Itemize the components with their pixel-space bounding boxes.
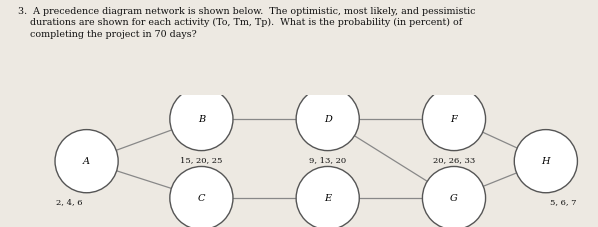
Text: A: A bbox=[83, 157, 90, 166]
Text: 5, 6, 7: 5, 6, 7 bbox=[550, 198, 576, 206]
Text: 2, 4, 6: 2, 4, 6 bbox=[56, 198, 83, 206]
Ellipse shape bbox=[422, 166, 486, 227]
Ellipse shape bbox=[170, 87, 233, 151]
Text: H: H bbox=[542, 157, 550, 166]
Ellipse shape bbox=[422, 87, 486, 151]
Text: B: B bbox=[198, 115, 205, 123]
Text: F: F bbox=[451, 115, 457, 123]
Text: C: C bbox=[198, 194, 205, 202]
Ellipse shape bbox=[296, 87, 359, 151]
Ellipse shape bbox=[170, 166, 233, 227]
Text: 15, 20, 25: 15, 20, 25 bbox=[180, 156, 222, 164]
Ellipse shape bbox=[55, 130, 118, 193]
Ellipse shape bbox=[514, 130, 578, 193]
Text: G: G bbox=[450, 194, 458, 202]
Text: 20, 26, 33: 20, 26, 33 bbox=[433, 156, 475, 164]
Text: 3.  A precedence diagram network is shown below.  The optimistic, most likely, a: 3. A precedence diagram network is shown… bbox=[18, 7, 475, 39]
Text: 9, 13, 20: 9, 13, 20 bbox=[309, 156, 346, 164]
Ellipse shape bbox=[296, 166, 359, 227]
Text: E: E bbox=[324, 194, 331, 202]
Text: D: D bbox=[324, 115, 332, 123]
